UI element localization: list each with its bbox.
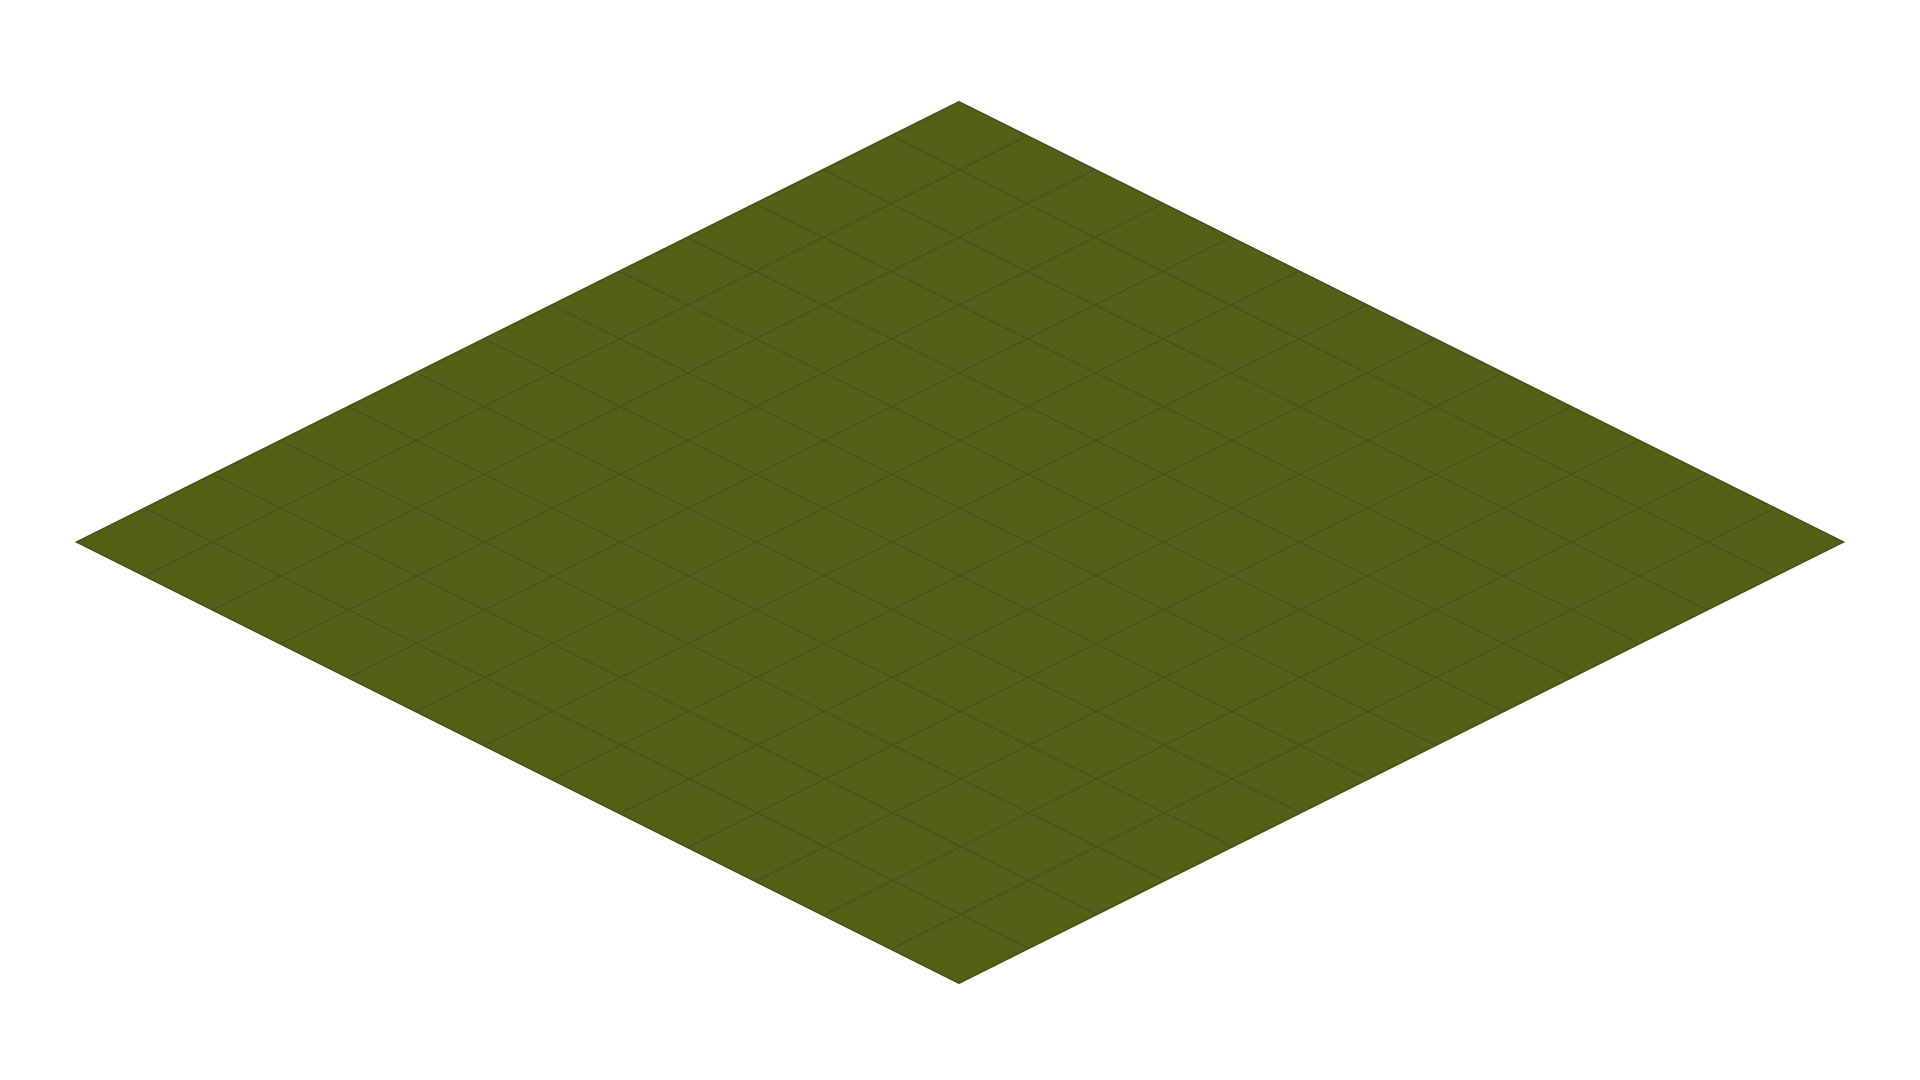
grid-line — [892, 507, 1776, 949]
grid-line — [552, 338, 1436, 780]
grid-line — [687, 236, 1572, 679]
grid-line — [280, 439, 1165, 882]
grid-line — [483, 338, 1369, 780]
grid-line — [212, 473, 1098, 915]
grid-line — [822, 169, 1708, 611]
grid-line — [415, 372, 1301, 814]
grid-line — [620, 372, 1504, 814]
grid-line — [348, 405, 1233, 848]
tile-layer — [77, 102, 1843, 982]
grid-line — [756, 439, 1640, 882]
grid-line — [824, 473, 1708, 915]
ground-plane[interactable] — [74, 100, 1846, 985]
grid-line — [551, 304, 1437, 746]
grid-line — [755, 202, 1640, 645]
grid-line — [144, 507, 1030, 949]
grid-line — [619, 270, 1505, 712]
grid-line — [688, 405, 1572, 848]
grid-lines — [144, 135, 1776, 949]
grid-line — [144, 135, 1028, 577]
grid-line — [890, 135, 1776, 577]
grid-line — [280, 202, 1164, 645]
grid-line — [348, 236, 1232, 679]
grid-line — [416, 270, 1300, 712]
grid-line — [484, 304, 1368, 746]
grid-line — [212, 169, 1096, 611]
